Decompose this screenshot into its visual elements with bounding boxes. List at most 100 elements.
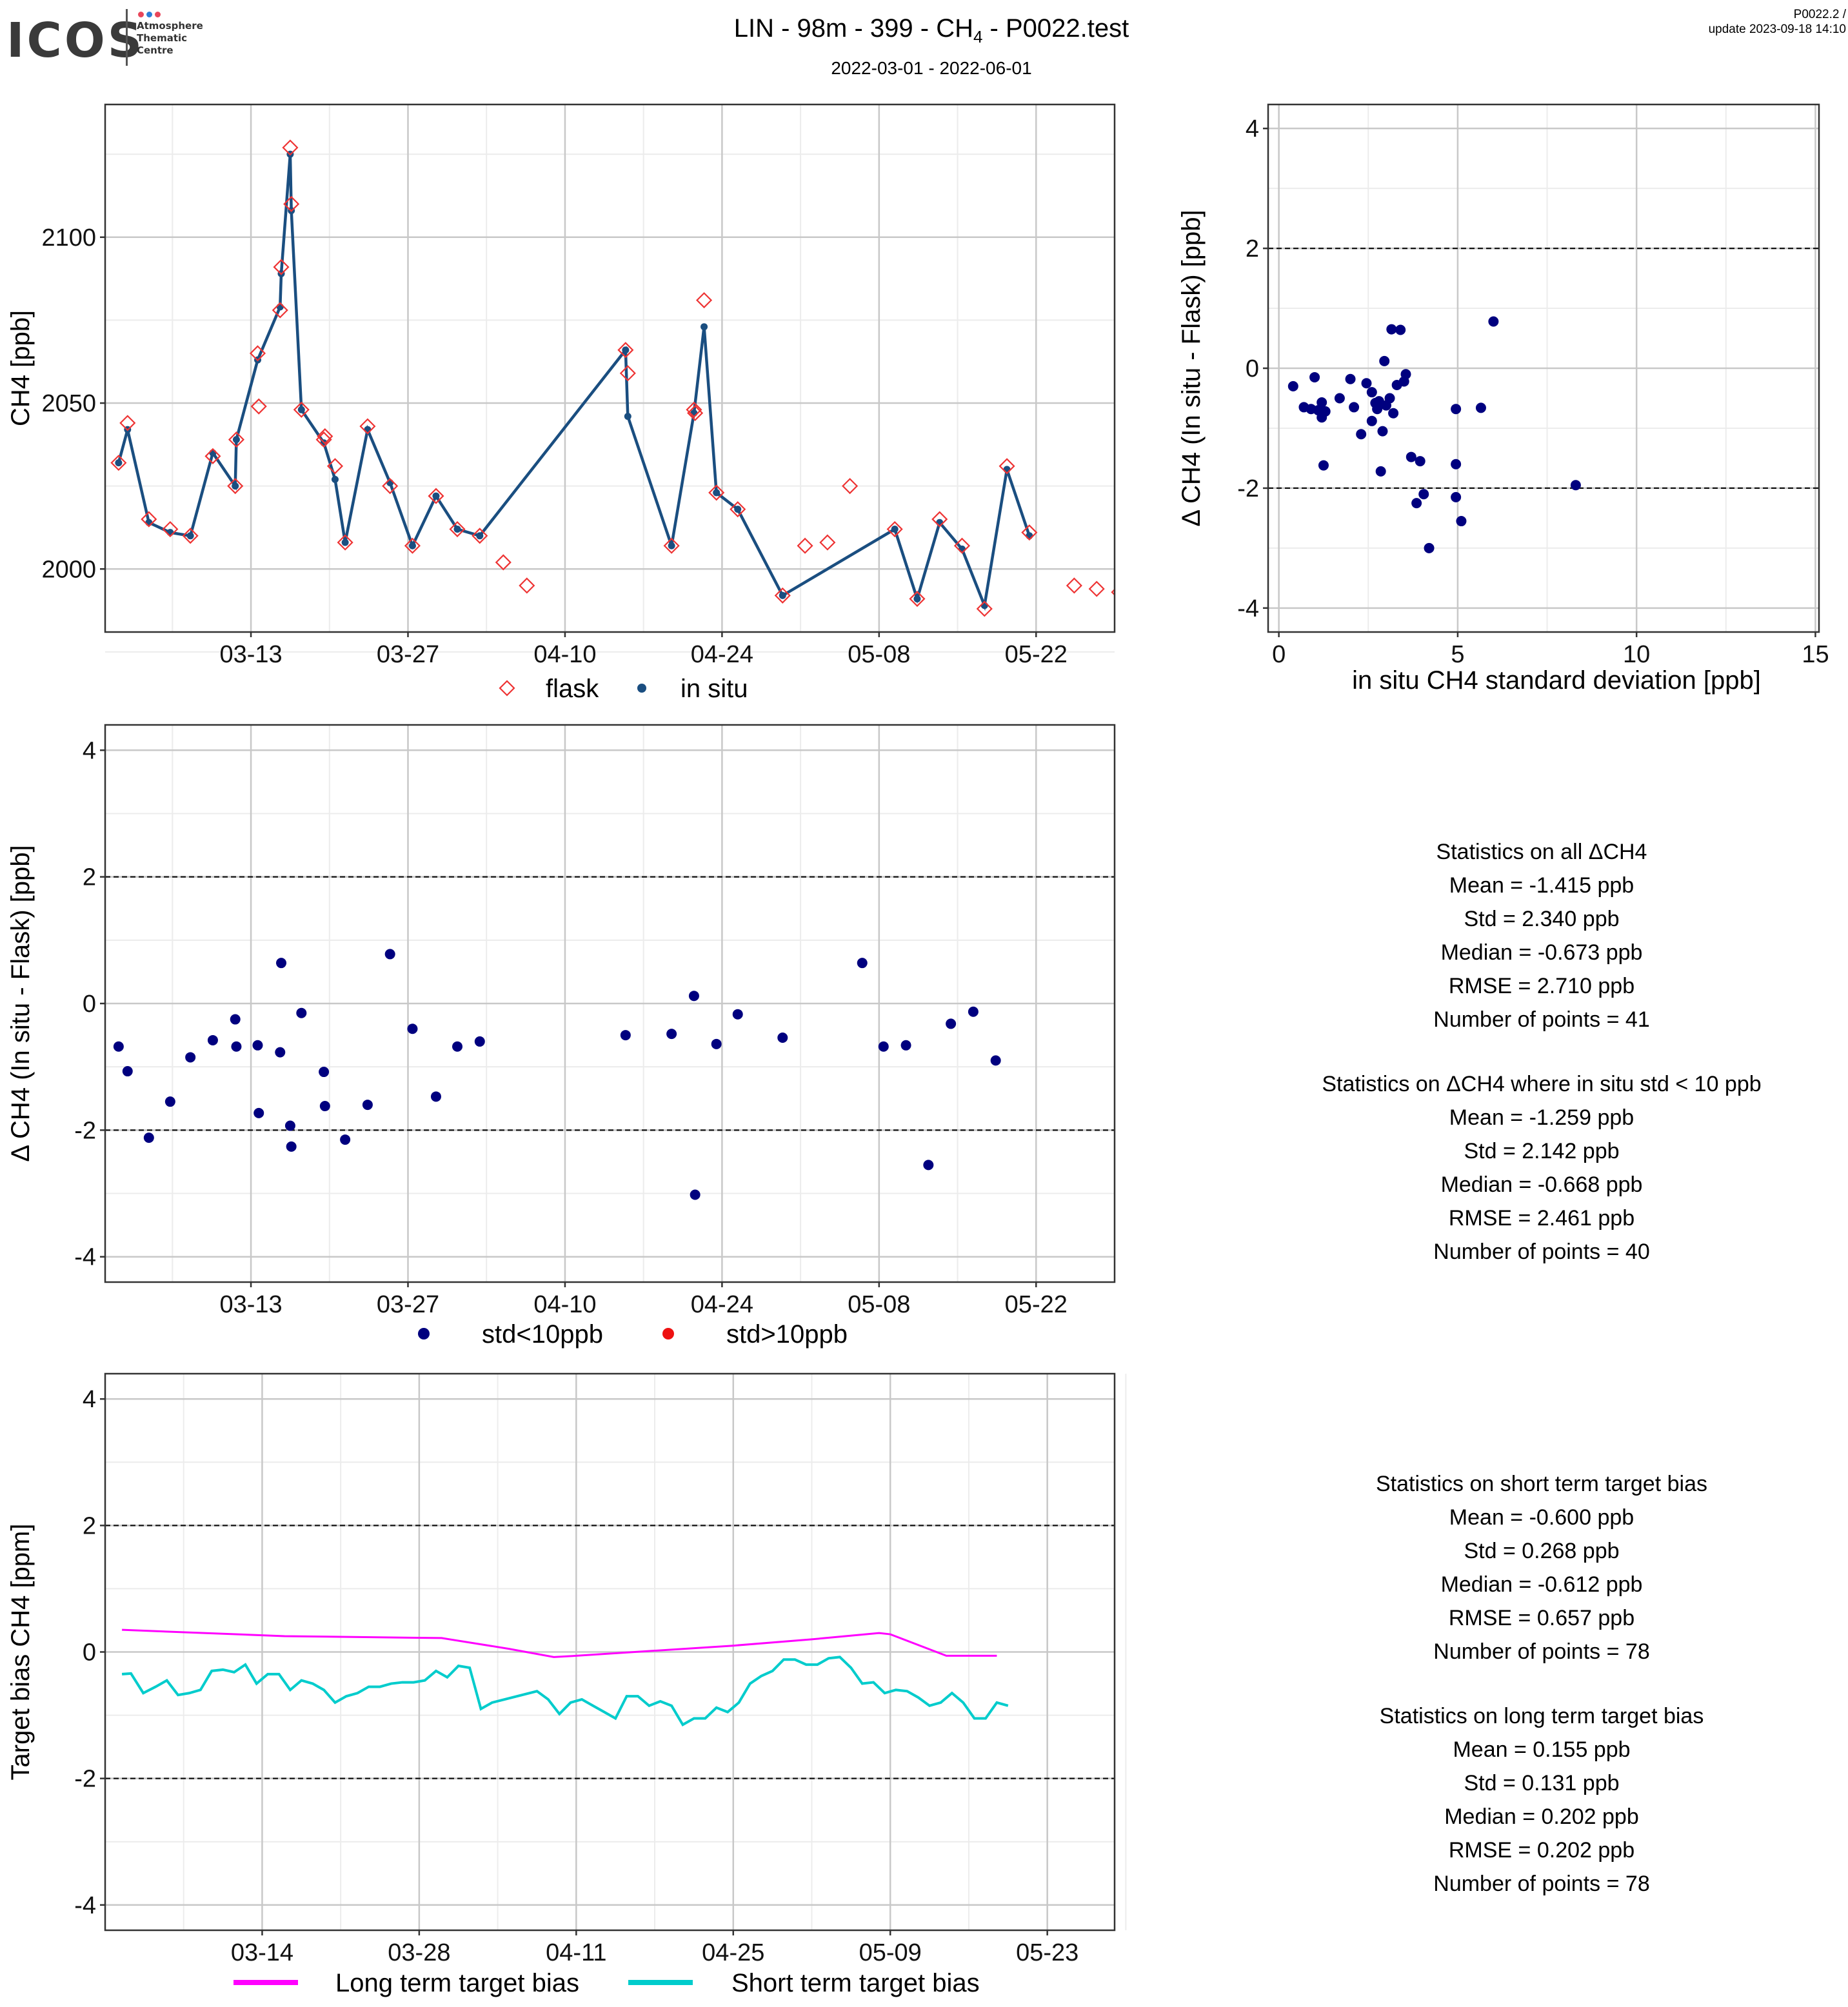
logo-subtitle-line: Thematic (137, 32, 188, 44)
flask-marker (227, 478, 244, 495)
y-tick-label: -2 (1237, 475, 1259, 502)
flask-marker (428, 488, 444, 504)
scatter-point (1415, 456, 1426, 467)
x-tick-label: 03-27 (377, 641, 439, 668)
stats-median: Median = -0.673 ppb (1440, 940, 1643, 965)
insitu-point (276, 303, 284, 311)
scatter-point (1377, 426, 1388, 437)
scatter-point (1320, 406, 1331, 417)
insitu-point (115, 459, 123, 467)
delta-point (276, 958, 287, 969)
flask-marker (250, 398, 267, 415)
flask-marker (797, 537, 813, 554)
delta-point (284, 1120, 295, 1131)
stats-mean: Mean = 0.155 ppb (1453, 1737, 1631, 1762)
stats-rmse: RMSE = 0.202 ppb (1448, 1838, 1635, 1863)
scatter-point (1418, 489, 1429, 500)
flask-marker (495, 554, 512, 571)
delta-point (340, 1134, 351, 1145)
delta-point (857, 958, 868, 969)
scatter-point (1316, 397, 1327, 408)
flask-marker (842, 478, 859, 495)
insitu-point (713, 489, 720, 497)
legend-label-insitu: in situ (681, 675, 748, 703)
insitu-point (364, 426, 372, 433)
delta-point (319, 1067, 330, 1078)
delta-point (688, 991, 699, 1002)
x-tick-label: 04-11 (546, 1939, 606, 1966)
scatter-point (1345, 373, 1356, 384)
insitu-point (341, 539, 349, 546)
x-tick-label: 04-24 (691, 1291, 753, 1318)
y-tick-label: 0 (83, 991, 96, 1018)
insitu-point (408, 542, 416, 549)
insitu-point (622, 346, 630, 354)
y-tick-label: 2 (83, 864, 96, 891)
x-tick-label: 05-22 (1005, 1291, 1068, 1318)
insitu-point (1026, 532, 1033, 540)
delta-point (946, 1018, 957, 1029)
stats-title: Statistics on ΔCH4 where in situ std < 1… (1322, 1072, 1762, 1096)
logo-subtitle: Atmosphere Thematic Centre (137, 20, 203, 57)
y-tick-label: 2050 (41, 390, 96, 417)
y-tick-label: 0 (1246, 355, 1259, 382)
stats-rmse: RMSE = 2.461 ppb (1448, 1206, 1635, 1231)
chart-delta_time: 03-13 03-27 04-10 04-24 05-08 05-22 -4 -2 0 2 4 Δ C… (6, 724, 1116, 1318)
stats-dch4-all: Statistics on all ΔCH4 Mean = -1.415 ppb… (1264, 835, 1819, 1036)
scatter-point (1318, 460, 1329, 471)
stats-title: Statistics on all ΔCH4 (1436, 840, 1647, 864)
insitu-point (779, 591, 786, 599)
logo-subtitle-line: Centre (137, 44, 174, 56)
delta-point (690, 1189, 700, 1200)
insitu-point (668, 542, 675, 549)
legend-label-std-high: std>10ppb (726, 1320, 848, 1349)
flask-marker (687, 404, 704, 422)
x-tick-label: 03-14 (231, 1939, 293, 1966)
flask-marker (1088, 580, 1105, 597)
y-axis-label: Δ CH4 (In situ - Flask) [ppb] (6, 845, 35, 1162)
short-bias-line (121, 1656, 1009, 1726)
insitu-point (145, 519, 153, 526)
plot-border (104, 103, 1116, 633)
insitu-point (936, 519, 944, 526)
stats-mean: Mean = -0.600 ppb (1449, 1505, 1634, 1530)
flask-marker (696, 292, 713, 309)
stats-std: Std = 0.131 ppb (1464, 1771, 1620, 1795)
delta-point (430, 1091, 441, 1102)
scatter-point (1451, 459, 1462, 470)
scatter-point (1424, 542, 1435, 553)
scatter-point (1475, 402, 1486, 413)
delta-point (143, 1132, 154, 1143)
icos-logo: ICOS (6, 13, 145, 68)
flask-marker (472, 528, 488, 544)
y-tick-label: 4 (83, 1386, 96, 1413)
scatter-point (1384, 393, 1395, 404)
legend-marker-insitu (637, 684, 646, 693)
stats-mean: Mean = -1.415 ppb (1449, 873, 1634, 898)
scatter-point (1309, 371, 1320, 382)
y-axis-label: Δ CH4 (In situ - Flask) [ppb] (1177, 210, 1206, 526)
chart-target_bias: 03-14 03-28 04-11 04-25 05-09 05-23 -4 -2 0 2 4 Tar… (6, 1372, 1127, 1966)
legend-label-std-low: std<10ppb (482, 1320, 603, 1349)
date-range: 2022-03-01 - 2022-06-01 (831, 58, 1032, 78)
flask-marker (449, 520, 466, 538)
y-tick-label: 0 (83, 1639, 96, 1666)
plot-area (1287, 316, 1581, 553)
delta-point (286, 1141, 297, 1152)
x-tick-label: 03-27 (377, 1291, 439, 1318)
delta-point (732, 1009, 743, 1020)
insitu-point (331, 475, 339, 483)
flask-marker (976, 600, 993, 617)
flask-marker (1157, 569, 1171, 583)
insitu-point (209, 449, 217, 457)
delta-point (666, 1029, 677, 1040)
legend-timeseries: flask in situ (499, 675, 748, 703)
plot-area (121, 1628, 1009, 1726)
y-tick-label: 2100 (41, 224, 96, 252)
delta-point (296, 1007, 307, 1018)
delta-point (711, 1038, 722, 1049)
delta-point (452, 1041, 463, 1052)
y-tick-label: -2 (74, 1117, 96, 1144)
logo-dot (155, 12, 161, 17)
legend-marker-std-low (418, 1328, 430, 1340)
